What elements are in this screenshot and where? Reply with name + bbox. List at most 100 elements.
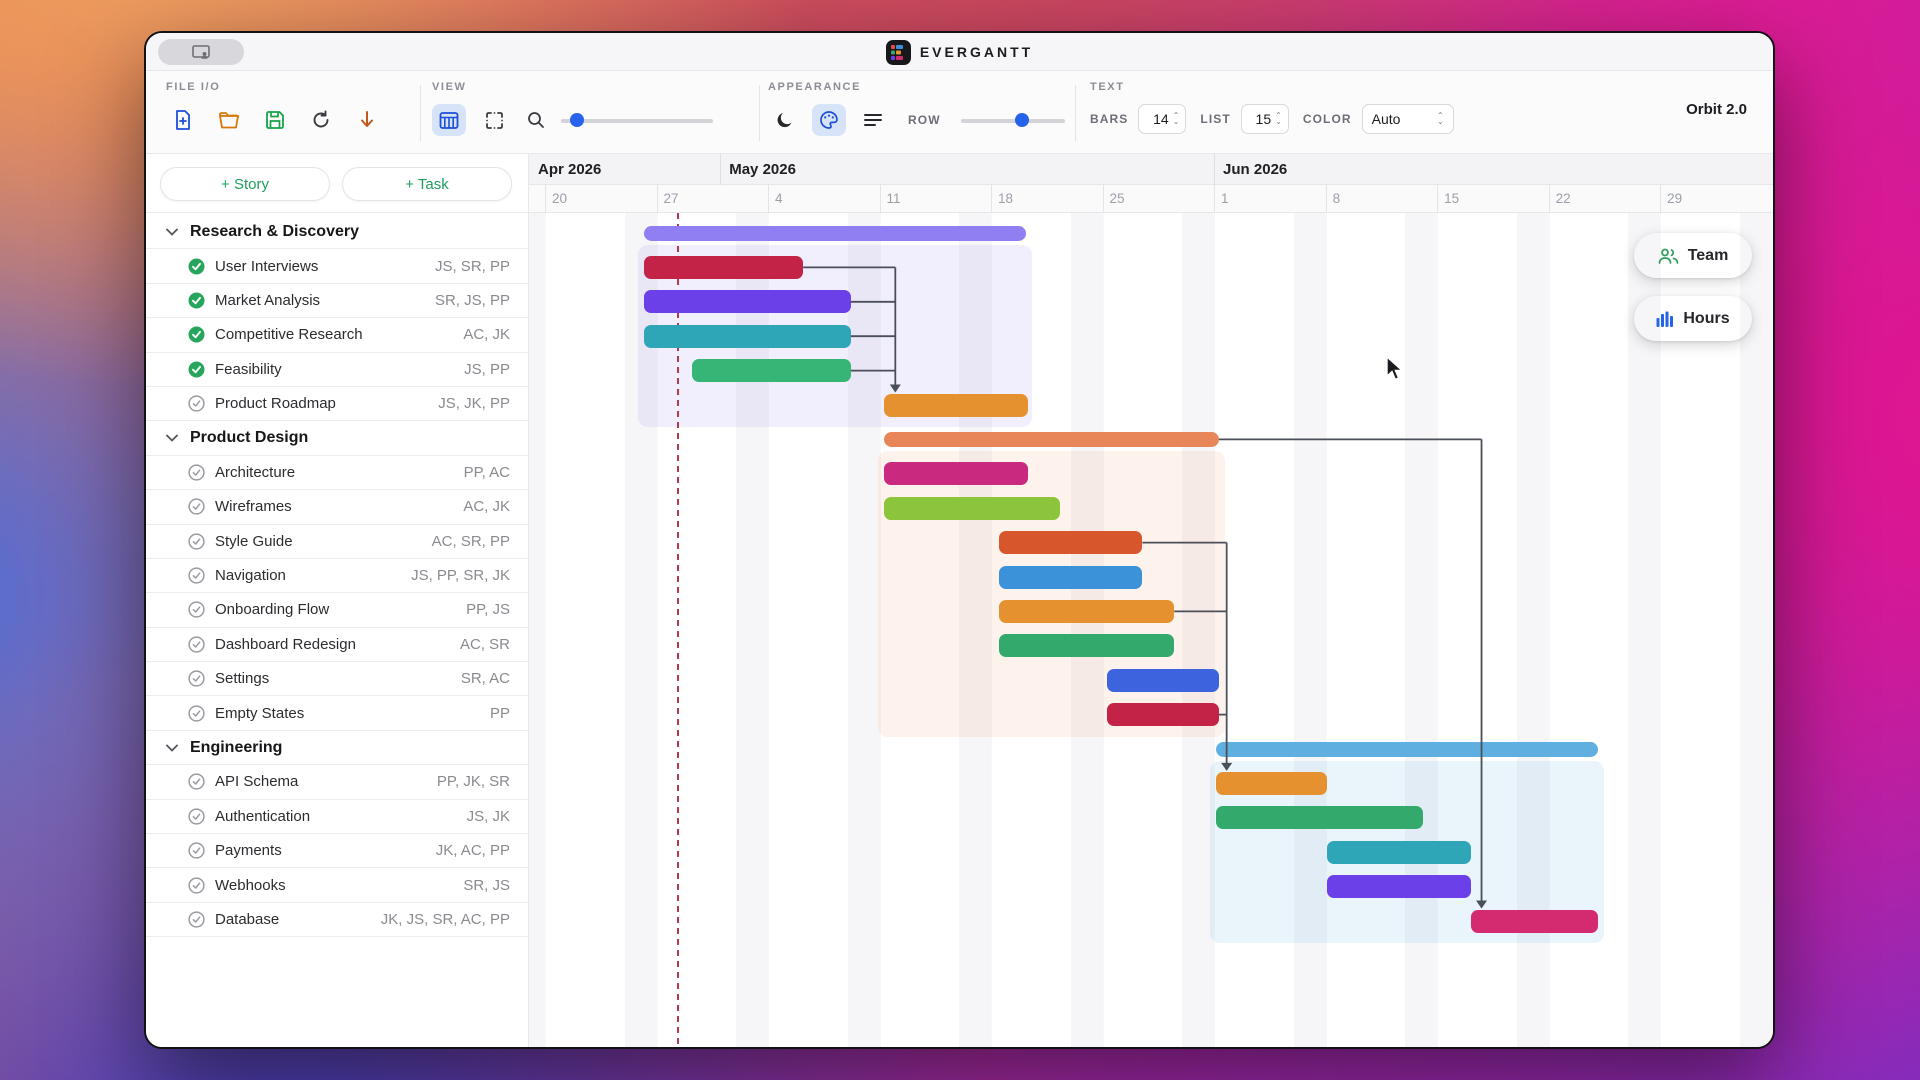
week-tick-line [1214,185,1216,213]
new-file-button[interactable] [166,104,200,136]
toolbar-divider [1075,85,1076,141]
task-bar-api-schema[interactable] [1215,771,1328,795]
task-row-market-analysis[interactable]: Market Analysis SR, JS, PP [146,284,528,319]
check-pending-icon[interactable] [188,498,205,515]
task-row-architecture[interactable]: Architecture PP, AC [146,456,528,491]
task-bar-settings[interactable] [1107,668,1219,692]
story-bar-research-discovery[interactable] [643,225,1027,241]
task-sidebar: + Story + Task Research & Discovery User … [146,154,529,1047]
weekend-stripe [1070,213,1103,1047]
month-label: Jun 2026 [1223,161,1288,178]
task-name: Authentication [215,807,311,825]
task-row-webhooks[interactable]: Webhooks SR, JS [146,868,528,903]
task-row-user-interviews[interactable]: User Interviews JS, SR, PP [146,249,528,284]
check-done-icon[interactable] [188,292,205,309]
task-bar-database[interactable] [1470,909,1598,933]
check-pending-icon[interactable] [188,670,205,687]
task-bar-onboarding-flow[interactable] [999,599,1175,623]
task-row-payments[interactable]: Payments JK, AC, PP [146,834,528,869]
check-done-icon[interactable] [188,361,205,378]
task-bar-dashboard-redesign[interactable] [999,634,1175,658]
download-button[interactable] [350,104,384,136]
check-pending-icon[interactable] [188,808,205,825]
save-button[interactable] [258,104,292,136]
check-pending-icon[interactable] [188,911,205,928]
task-row-competitive-research[interactable]: Competitive Research AC, JK [146,318,528,353]
open-folder-button[interactable] [212,104,246,136]
task-bar-navigation[interactable] [999,565,1143,589]
group-row-engineering[interactable]: Engineering [146,731,528,766]
chevron-down-icon[interactable] [166,228,178,236]
add-task-button[interactable]: + Task [342,167,512,201]
chevron-down-icon[interactable] [166,434,178,442]
weekend-stripe [736,213,769,1047]
task-bar-payments[interactable] [1327,840,1471,864]
task-row-onboarding-flow[interactable]: Onboarding Flow PP, JS [146,593,528,628]
check-done-icon[interactable] [188,258,205,275]
task-assignees: AC, SR, PP [431,532,510,550]
task-bar-market-analysis[interactable] [643,290,851,314]
color-select[interactable]: Auto ⌃ ⌄ [1361,104,1454,134]
row-density-button[interactable] [856,104,890,136]
task-row-dashboard-redesign[interactable]: Dashboard Redesign AC, SR [146,628,528,663]
task-assignees: JS, PP, SR, JK [411,567,510,585]
task-bar-style-guide[interactable] [999,531,1143,555]
task-row-authentication[interactable]: Authentication JS, JK [146,800,528,835]
stepper-chevrons-icon[interactable]: ⌃ ⌄ [1172,111,1180,126]
week-tick-label: 8 [1332,191,1341,206]
task-row-empty-states[interactable]: Empty States PP [146,696,528,731]
check-pending-icon[interactable] [188,876,205,894]
check-pending-icon[interactable] [188,464,205,481]
add-story-button[interactable]: + Story [160,167,330,201]
task-row-settings[interactable]: Settings SR, AC [146,662,528,697]
task-bar-product-roadmap[interactable] [884,393,1028,417]
check-done-icon[interactable] [188,326,205,343]
task-row-style-guide[interactable]: Style Guide AC, SR, PP [146,525,528,559]
task-row-navigation[interactable]: Navigation JS, PP, SR, JK [146,559,528,594]
zoom-slider[interactable] [561,113,713,127]
hours-button[interactable]: Hours [1634,296,1752,341]
story-bar-product-design[interactable] [884,431,1219,447]
row-height-slider-thumb[interactable] [1014,113,1029,127]
group-row-research-discovery[interactable]: Research & Discovery [146,215,528,250]
task-row-product-roadmap[interactable]: Product Roadmap JS, JK, PP [146,387,528,422]
zoom-slider-thumb[interactable] [570,113,585,127]
task-bar-user-interviews[interactable] [643,255,804,279]
check-pending-icon[interactable] [188,636,205,653]
new-file-icon [176,110,190,130]
dark-mode-button[interactable] [768,104,802,136]
check-pending-icon[interactable] [188,773,205,791]
team-button[interactable]: Team [1634,233,1752,278]
task-row-database[interactable]: Database JK, JS, SR, AC, PP [146,903,528,938]
check-pending-icon[interactable] [188,533,205,550]
theme-palette-button[interactable] [812,104,846,136]
group-row-product-design[interactable]: Product Design [146,421,528,456]
bars-size-stepper[interactable]: 14 ⌃ ⌄ [1138,104,1187,134]
check-pending-icon[interactable] [188,567,205,584]
stepper-chevrons-icon[interactable]: ⌃ ⌄ [1275,111,1282,126]
task-bar-webhooks[interactable] [1327,875,1471,899]
task-row-feasibility[interactable]: Feasibility JS, PP [146,353,528,387]
search-button[interactable] [522,104,550,136]
task-row-api-schema[interactable]: API Schema PP, JK, SR [146,765,528,800]
list-size-stepper[interactable]: 15 ⌃ ⌄ [1240,104,1289,134]
refresh-button[interactable] [304,104,338,136]
check-pending-icon[interactable] [188,705,205,722]
story-bar-engineering[interactable] [1215,741,1598,757]
task-bar-architecture[interactable] [884,462,1028,486]
task-bar-competitive-research[interactable] [643,324,851,348]
task-bar-authentication[interactable] [1215,806,1423,830]
calendar-view-button[interactable] [432,104,466,136]
check-pending-icon[interactable] [188,601,205,619]
row-height-slider[interactable] [960,113,1065,127]
check-pending-icon[interactable] [188,395,205,412]
frame-view-button[interactable] [477,104,511,136]
task-bar-wireframes[interactable] [884,496,1060,520]
check-pending-icon[interactable] [188,842,205,859]
screen-share-tab[interactable] [158,39,244,65]
task-bar-feasibility[interactable] [691,359,851,383]
chevron-down-icon[interactable] [166,744,178,752]
task-row-wireframes[interactable]: Wireframes AC, JK [146,490,528,525]
bar-chart-icon [1656,311,1674,327]
task-bar-empty-states[interactable] [1107,703,1219,727]
